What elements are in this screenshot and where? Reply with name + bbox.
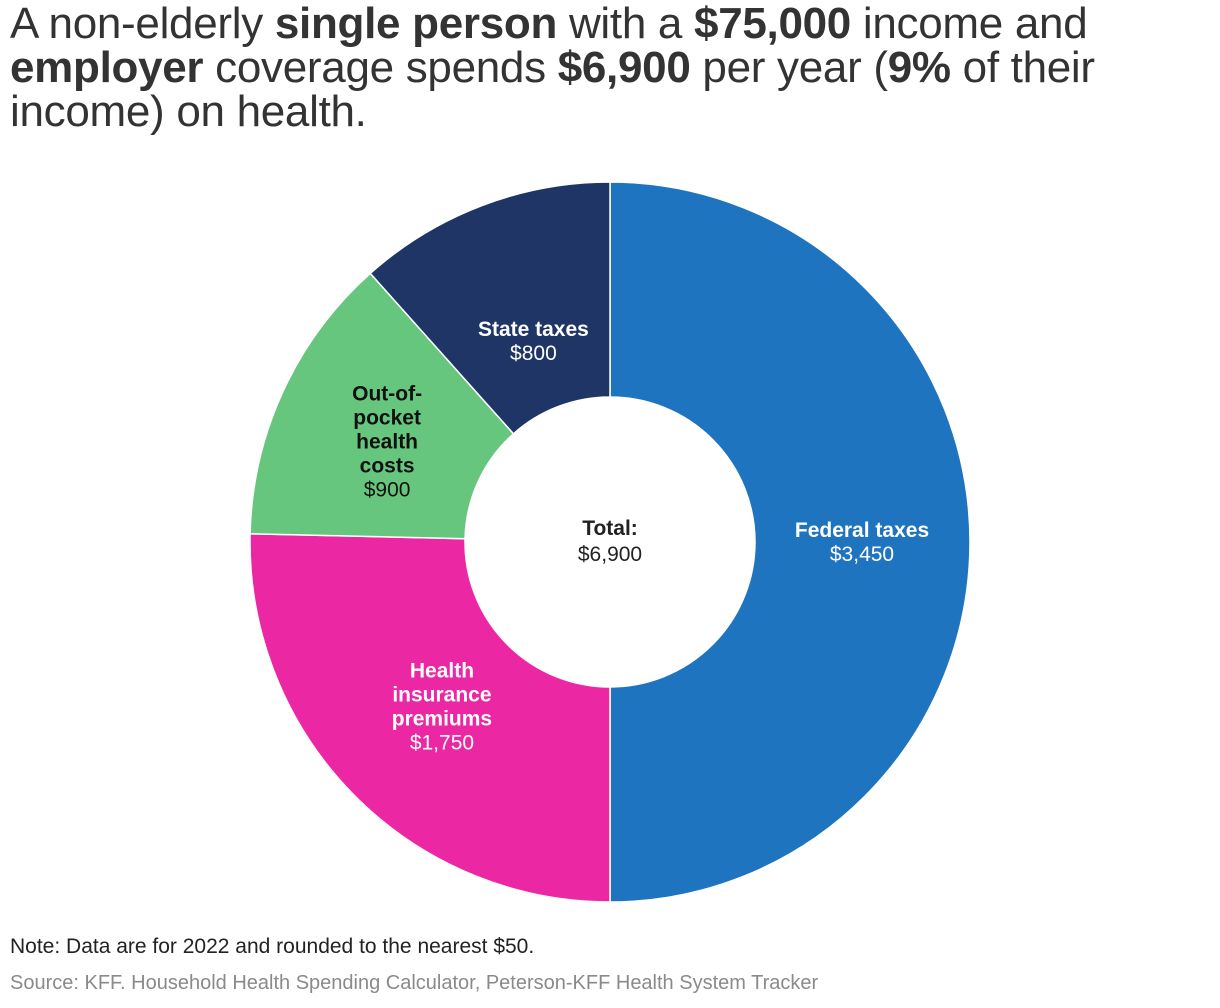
title-part: $6,900 [557,43,691,92]
slice-labels: Federal taxes$3,450 Healthinsurancepremiu… [352,318,929,754]
slice-federal-taxes [609,181,971,903]
center-label-value: $6,900 [578,543,642,566]
title-part: single person [274,0,558,48]
slice-label-name: insurance [392,683,491,706]
slice-label-value: $900 [364,478,411,501]
slice-label-name: costs [360,454,415,477]
title-part: $75,000 [694,0,851,48]
slice-label-name: State taxes [478,318,589,341]
title-part: A non-elderly [10,0,275,48]
slice-label-name: health [356,430,418,453]
slice-state-taxes [369,181,611,435]
center-label: Total: $6,900 [578,517,642,566]
slice-label-name: premiums [392,707,492,730]
slice-label-name: Out-of- [352,382,422,405]
chart-source: Source: KFF. Household Health Spending C… [10,972,819,994]
slice-label-name: Federal taxes [795,519,929,542]
slice-label: State taxes$800 [478,318,589,365]
slice-label-value: $1,750 [410,731,474,754]
slice-out-of-pocket-health-costs [249,272,515,540]
slice-label-value: $800 [510,342,557,365]
chart-title: A non-elderly single person with a $75,0… [10,2,1200,134]
title-part: income and [850,0,1088,48]
title-part: coverage spends [203,43,558,92]
slice-label-value: $3,450 [830,543,894,566]
slice-label-name: Health [410,659,474,682]
title-part: employer [10,43,204,92]
title-part: with a [557,0,695,48]
chart-note: Note: Data are for 2022 and rounded to t… [10,935,535,958]
slice-health-insurance-premiums [249,533,611,903]
center-label-title: Total: [582,517,638,540]
title-part: of their income) on health. [10,43,1095,136]
slice-label: Federal taxes$3,450 [795,519,929,566]
title-part: per year ( [690,43,888,92]
donut-slices [249,181,971,903]
slice-label-name: pocket [353,406,421,429]
title-part: 9% [887,43,951,92]
